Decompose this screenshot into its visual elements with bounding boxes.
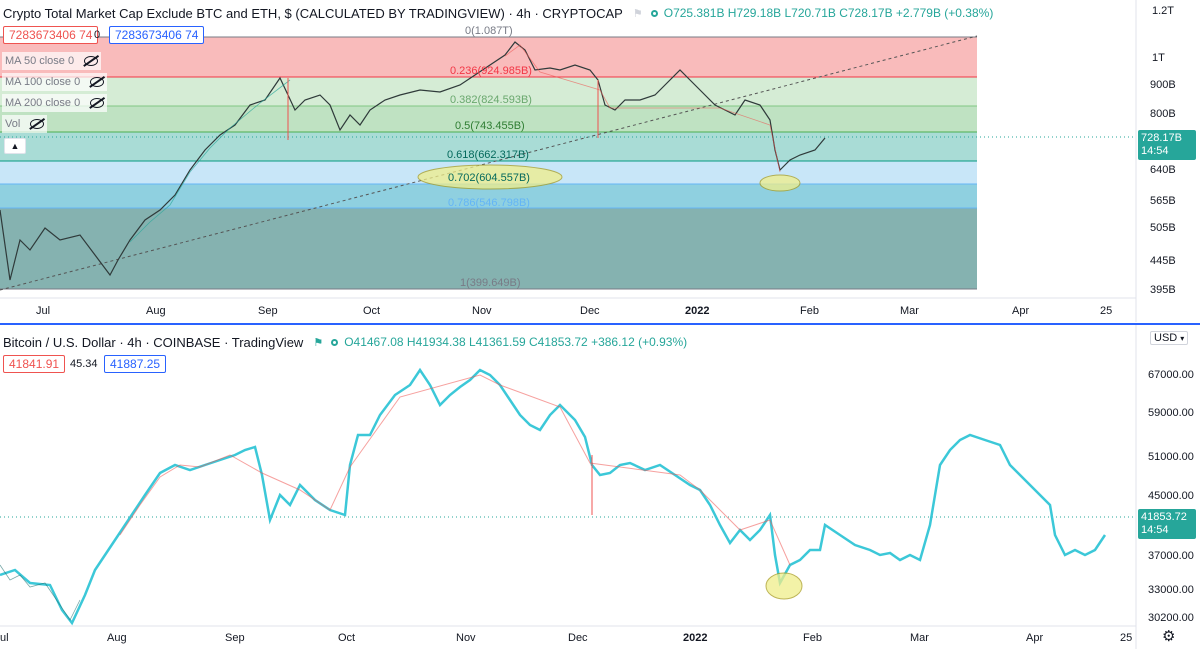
top-box-zero: 0 xyxy=(94,29,101,41)
indicator-vol[interactable]: Vol xyxy=(2,115,48,133)
top-box-right[interactable]: 7283673406 74 xyxy=(109,26,205,44)
flag-icon[interactable]: ⚑ xyxy=(632,7,643,20)
indicator-ma200[interactable]: MA 200 close 0 xyxy=(2,94,108,112)
hidden-eye-icon[interactable] xyxy=(84,56,99,66)
pane-separator[interactable] xyxy=(0,323,1200,325)
indicator-ma100[interactable]: MA 100 close 0 xyxy=(2,73,108,91)
indicator-ma50-label: MA 50 close 0 xyxy=(5,55,75,67)
fib-label-05: 0.5(743.455B) xyxy=(455,120,525,132)
bottom-time-label: Mar xyxy=(910,632,929,644)
indicator-ma200-label: MA 200 close 0 xyxy=(5,97,81,109)
hidden-eye-icon[interactable] xyxy=(90,77,105,87)
price-highlight-ellipse xyxy=(759,174,801,192)
fib-highlight-ellipse xyxy=(417,164,563,190)
top-chart-title[interactable]: Crypto Total Market Cap Exclude BTC and … xyxy=(3,5,623,21)
hidden-eye-icon[interactable] xyxy=(30,119,45,129)
bottom-axis-label: 51000.00 xyxy=(1148,451,1194,463)
top-chart-header: Crypto Total Market Cap Exclude BTC and … xyxy=(3,4,998,22)
btc-price-series xyxy=(0,367,1107,626)
top-time-label: 25 xyxy=(1100,305,1113,317)
top-time-label: Jul xyxy=(36,305,51,317)
fib-label-0236: 0.236(924.985B) xyxy=(450,65,532,77)
bottom-chart-header: Bitcoin / U.S. Dollar · 4h · COINBASE · … xyxy=(3,333,692,351)
bottom-price-tag: 41853.72 14:54 xyxy=(1138,509,1196,539)
top-price-tag: 728.17B 14:54 xyxy=(1138,130,1196,160)
bottom-chart-title[interactable]: Bitcoin / U.S. Dollar · 4h · COINBASE · … xyxy=(3,334,304,350)
top-time-label: Dec xyxy=(580,305,600,317)
fib-label-0382: 0.382(824.593B) xyxy=(450,94,532,106)
top-axis-label: 445B xyxy=(1150,255,1176,267)
top-ohlc: O725.381B H729.18B L720.71B C728.17B +2.… xyxy=(663,6,994,20)
bottom-time-label: Aug xyxy=(107,632,127,644)
top-axis-label: 565B xyxy=(1150,195,1176,207)
gear-icon[interactable]: ⚙ xyxy=(1162,628,1176,645)
top-time-label: Feb xyxy=(800,305,819,317)
top-axis-label: 800B xyxy=(1150,108,1176,120)
bottom-time-label: 2022 xyxy=(683,632,708,644)
market-status-icon xyxy=(650,9,658,17)
top-axis-label: 640B xyxy=(1150,164,1176,176)
top-time-label: Apr xyxy=(1012,305,1030,317)
top-time-label: Oct xyxy=(363,305,381,317)
top-price-tag-value: 728.17B xyxy=(1141,132,1182,144)
top-time-label: Nov xyxy=(472,305,492,317)
currency-label: USD xyxy=(1154,332,1178,344)
bottom-axis-label: 45000.00 xyxy=(1148,490,1194,502)
indicator-ma50[interactable]: MA 50 close 0 xyxy=(2,52,102,70)
fib-label-0618: 0.618(662.317B) xyxy=(447,149,529,161)
bottom-price-tag-value: 41853.72 xyxy=(1141,511,1187,523)
bottom-time-label: ul xyxy=(0,632,9,644)
market-status-icon xyxy=(331,338,339,346)
bottom-box-mid: 45.34 xyxy=(70,358,98,370)
bottom-axis-label: 30200.00 xyxy=(1148,612,1194,624)
indicator-vol-label: Vol xyxy=(5,118,21,130)
bottom-time-label: Feb xyxy=(803,632,822,644)
top-axis-label: 505B xyxy=(1150,222,1176,234)
top-chart-canvas[interactable] xyxy=(0,0,1200,322)
bottom-box-right[interactable]: 41887.25 xyxy=(104,355,167,373)
top-axis-label: 1T xyxy=(1152,52,1165,64)
bottom-chart-pane[interactable]: Bitcoin / U.S. Dollar · 4h · COINBASE · … xyxy=(0,325,1200,649)
collapse-legend-button[interactable]: ▲ xyxy=(4,138,26,154)
top-time-label: Mar xyxy=(900,305,919,317)
currency-selector[interactable]: USD ▾ xyxy=(1150,331,1189,345)
bottom-chart-canvas[interactable] xyxy=(0,325,1200,649)
bottom-axis-label: 33000.00 xyxy=(1148,584,1194,596)
bottom-ohlc: O41467.08 H41934.38 L41361.59 C41853.72 … xyxy=(344,335,688,349)
top-time-label: Aug xyxy=(146,305,166,317)
bottom-time-label: Nov xyxy=(456,632,476,644)
top-chart-pane[interactable]: 0(1.087T) 0.236(924.985B) 0.382(824.593B… xyxy=(0,0,1200,322)
chevron-down-icon: ▾ xyxy=(1180,334,1185,343)
top-axis-label: 1.2T xyxy=(1152,5,1175,17)
bottom-time-label: Apr xyxy=(1026,632,1044,644)
fib-label-0: 0(1.087T) xyxy=(465,25,513,37)
bottom-time-label: 25 xyxy=(1120,632,1133,644)
bottom-box-left[interactable]: 41841.91 xyxy=(3,355,66,373)
top-axis-label: 395B xyxy=(1150,284,1176,296)
top-time-label: 2022 xyxy=(685,305,710,317)
hidden-eye-icon[interactable] xyxy=(90,98,105,108)
top-box-left[interactable]: 7283673406 74 xyxy=(3,26,99,44)
top-axis-label: 900B xyxy=(1150,79,1176,91)
fib-label-0702: 0.702(604.557B) xyxy=(448,172,530,184)
bottom-axis-label: 67000.00 xyxy=(1148,369,1194,381)
indicator-ma100-label: MA 100 close 0 xyxy=(5,76,81,88)
btc-highlight-ellipse xyxy=(765,572,803,600)
bottom-time-label: Sep xyxy=(225,632,245,644)
top-price-series xyxy=(0,41,826,281)
bottom-time-label: Oct xyxy=(338,632,356,644)
fib-label-1: 1(399.649B) xyxy=(460,277,521,289)
bottom-axis-label: 37000.00 xyxy=(1148,550,1194,562)
bottom-price-tag-time: 14:54 xyxy=(1141,524,1169,536)
top-price-tag-time: 14:54 xyxy=(1141,145,1169,157)
fib-label-0786: 0.786(546.798B) xyxy=(448,197,530,209)
bottom-time-label: Dec xyxy=(568,632,588,644)
top-time-label: Sep xyxy=(258,305,278,317)
flag-icon[interactable]: ⚑ xyxy=(313,336,324,349)
bottom-axis-label: 59000.00 xyxy=(1148,407,1194,419)
